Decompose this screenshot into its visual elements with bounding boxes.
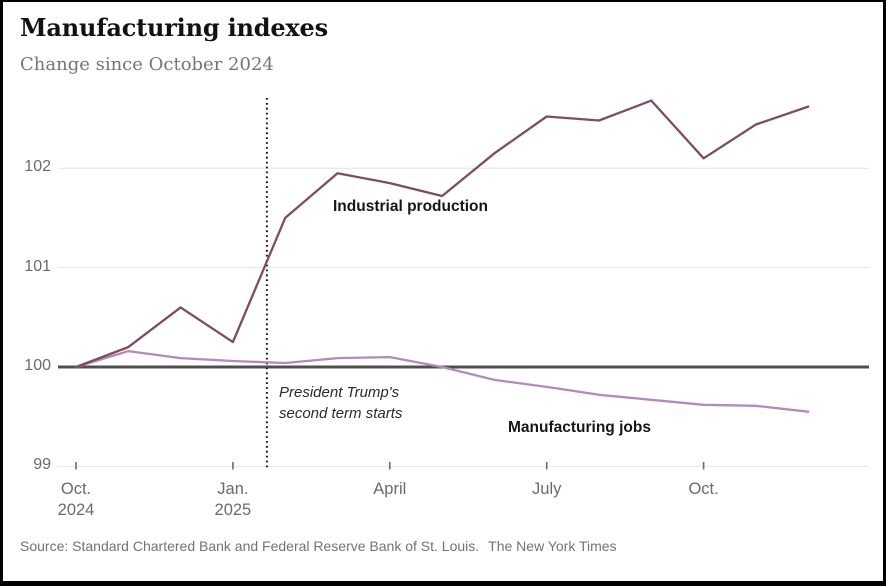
x-axis-label: July xyxy=(507,479,587,500)
manufacturing-jobs-line xyxy=(74,349,810,413)
industrial-production-line xyxy=(74,99,810,369)
x-axis-label: April xyxy=(350,479,430,500)
x-axis-label: Oct. xyxy=(664,479,744,500)
event-annotation-line1: President Trump's xyxy=(279,384,400,401)
event-annotation: President Trump's second term starts xyxy=(279,382,402,424)
y-axis-label-99: 99 xyxy=(33,456,51,474)
chart-canvas xyxy=(58,98,869,470)
credit-text: The New York Times xyxy=(488,538,617,554)
chart-subtitle: Change since October 2024 xyxy=(20,54,274,75)
source-text: Source: Standard Chartered Bank and Fede… xyxy=(20,538,480,554)
x-axis-label-line1: Oct. xyxy=(60,480,92,498)
x-axis-label-line1: Oct. xyxy=(688,480,719,498)
series-label-manufacturing-jobs: Manufacturing jobs xyxy=(508,419,651,436)
y-axis-label-101: 101 xyxy=(24,257,51,275)
y-axis-label-102: 102 xyxy=(24,158,51,176)
x-axis-label-line1: July xyxy=(532,480,562,498)
series-label-industrial-production: Industrial production xyxy=(333,198,488,215)
x-axis-label-line1: Jan. xyxy=(217,480,249,498)
x-axis-label: Oct. 2024 xyxy=(36,479,116,521)
x-axis-label-line2: 2024 xyxy=(57,501,95,519)
event-annotation-line2: second term starts xyxy=(279,405,403,422)
x-axis-label-line2: 2025 xyxy=(214,501,252,519)
source-line: Source: Standard Chartered Bank and Fede… xyxy=(20,538,617,554)
x-axis-label: Jan. 2025 xyxy=(193,479,273,521)
y-axis-label-100: 100 xyxy=(24,357,51,374)
chart-title: Manufacturing indexes xyxy=(20,13,328,42)
x-axis-label-line1: April xyxy=(373,480,407,498)
